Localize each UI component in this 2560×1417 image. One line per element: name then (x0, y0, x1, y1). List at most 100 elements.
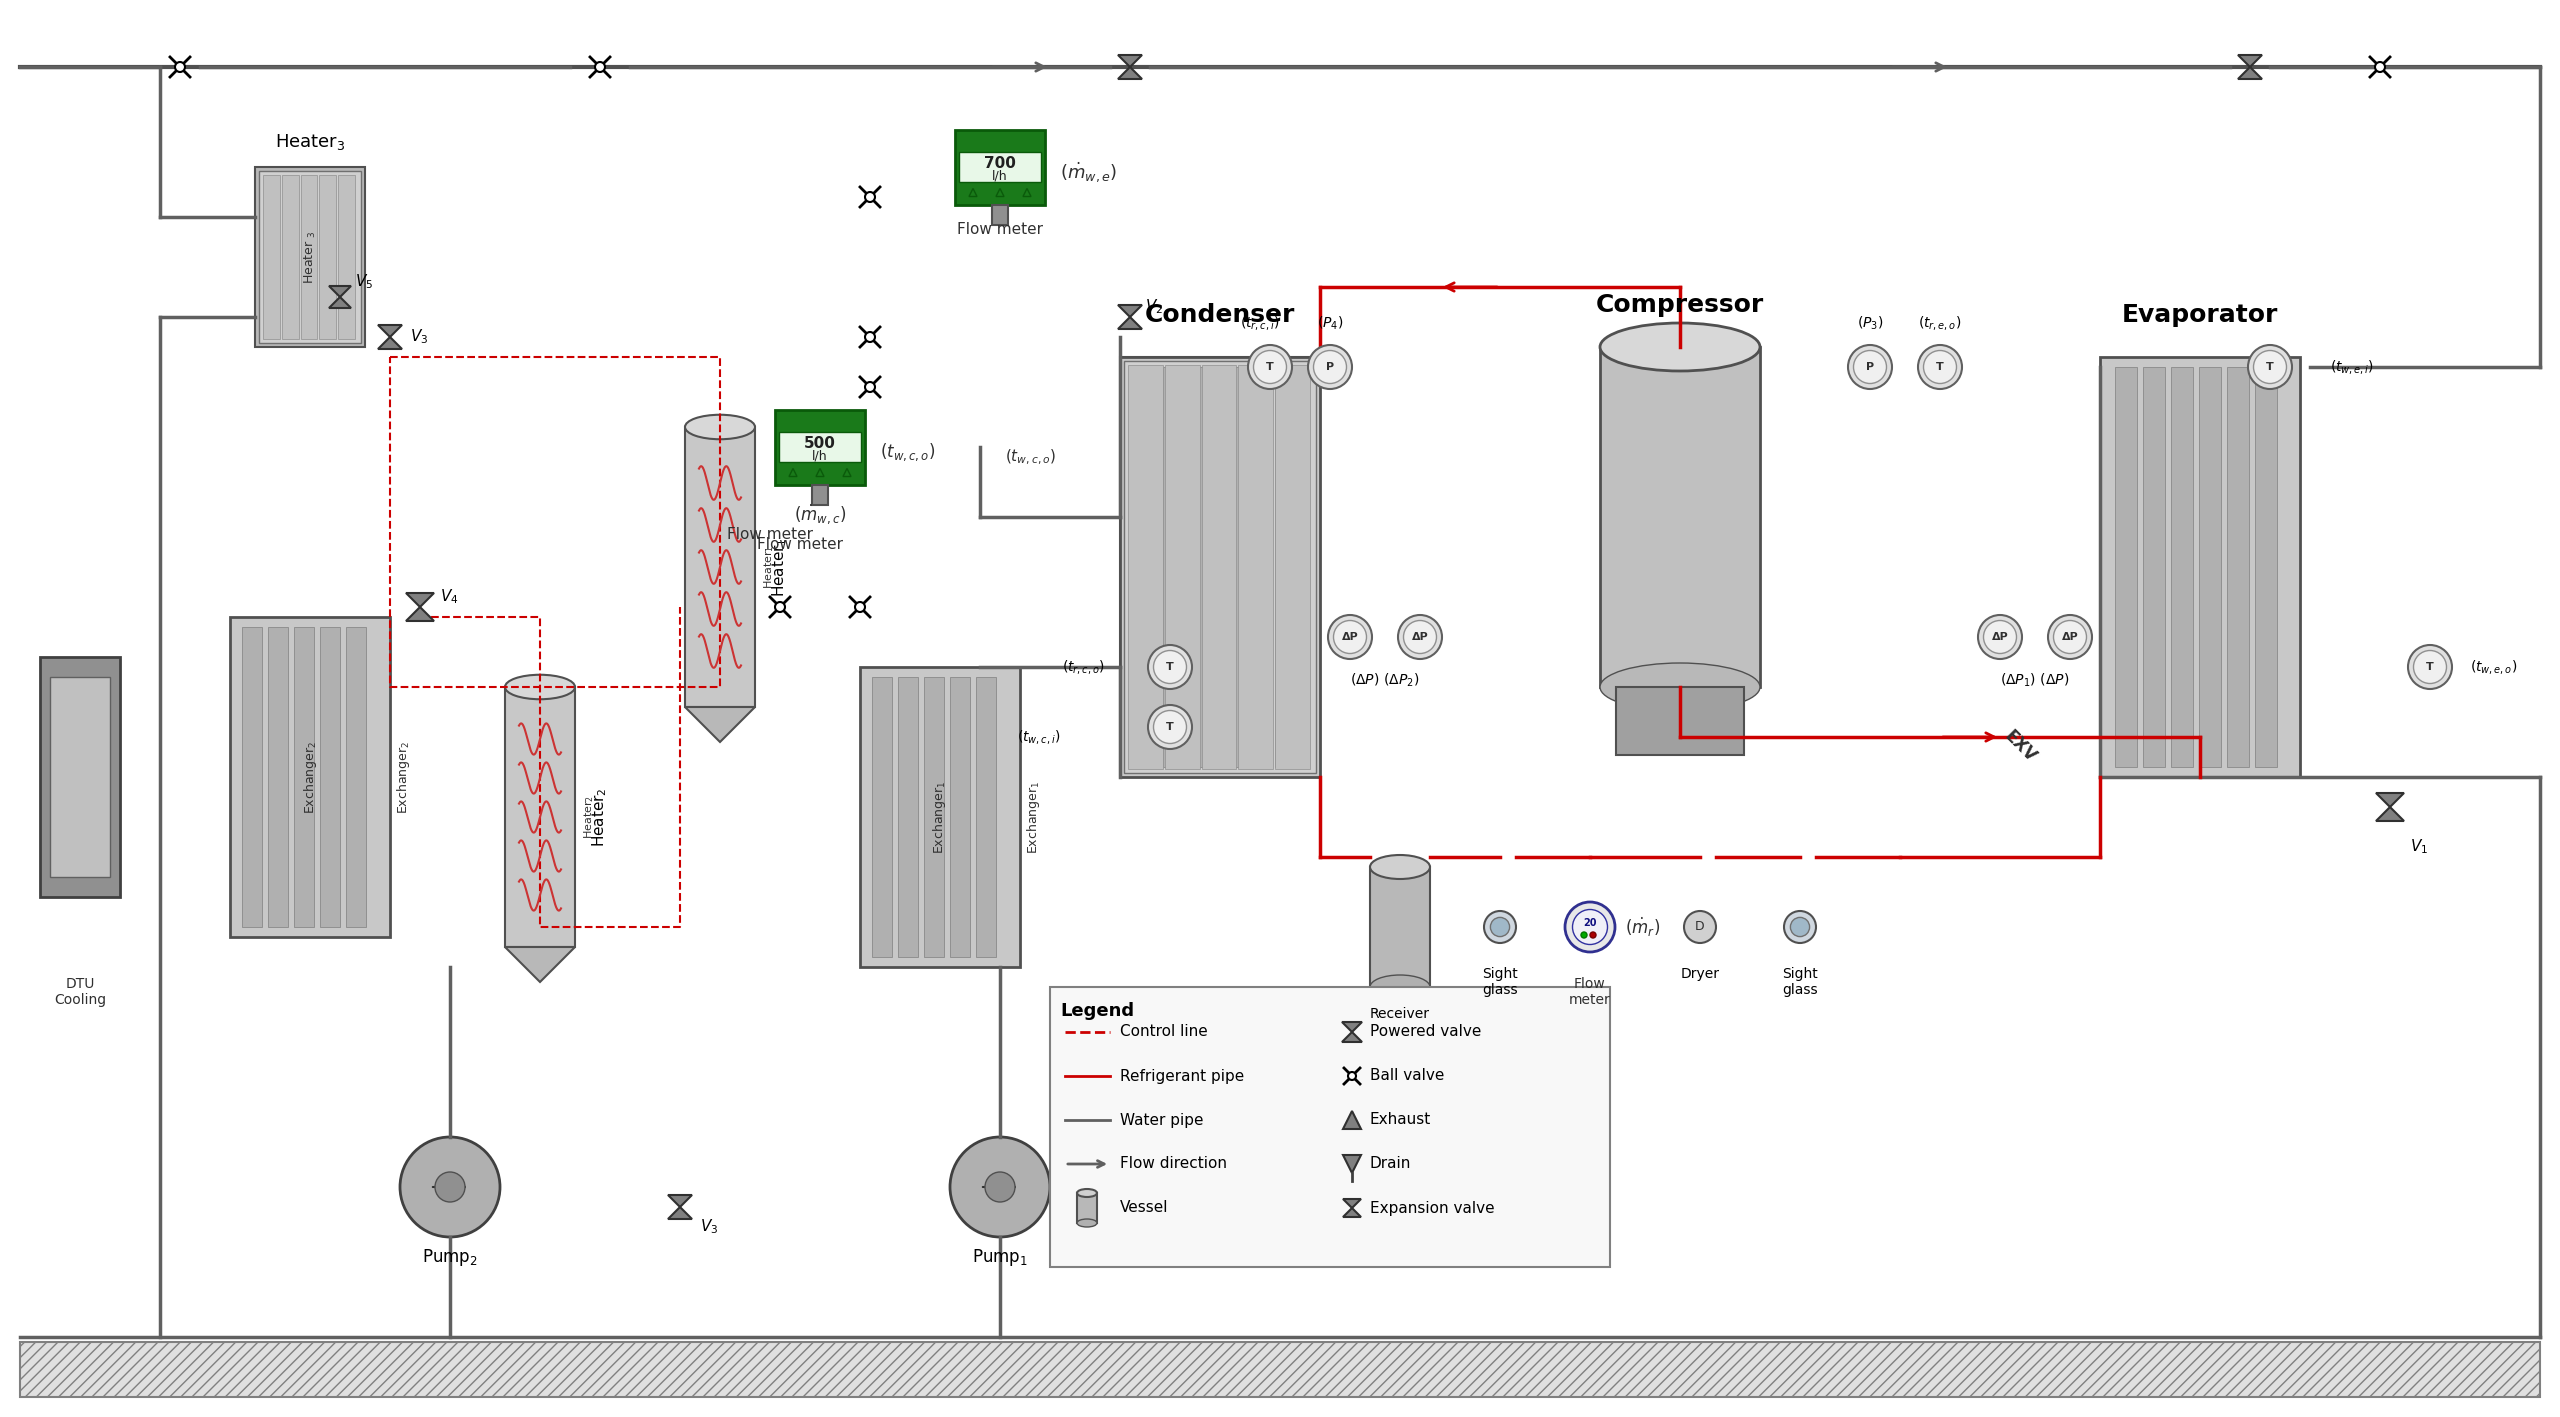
Circle shape (855, 602, 865, 612)
Circle shape (986, 1172, 1014, 1202)
Circle shape (435, 1172, 466, 1202)
Circle shape (1329, 615, 1372, 659)
Circle shape (1789, 917, 1810, 937)
Circle shape (1485, 911, 1516, 942)
Circle shape (2248, 344, 2291, 390)
Polygon shape (1119, 67, 1142, 79)
Text: $(\dot{m}_{w,e})$: $(\dot{m}_{w,e})$ (1060, 160, 1116, 184)
Circle shape (1155, 650, 1185, 683)
Polygon shape (1344, 1111, 1362, 1129)
Polygon shape (379, 337, 402, 349)
Polygon shape (1344, 1209, 1362, 1217)
Text: $(t_{r,c,i})$: $(t_{r,c,i})$ (1239, 315, 1280, 332)
Circle shape (1784, 911, 1815, 942)
Polygon shape (407, 606, 435, 621)
Polygon shape (1024, 188, 1032, 197)
Bar (2199, 367, 2222, 767)
Polygon shape (996, 188, 1004, 197)
Polygon shape (2376, 808, 2404, 820)
Text: $(t_{w,c,i})$: $(t_{w,c,i})$ (1016, 728, 1060, 745)
Ellipse shape (1600, 663, 1761, 711)
Bar (1615, 687, 1743, 755)
Circle shape (1247, 344, 1293, 390)
FancyArrowPatch shape (433, 1183, 466, 1192)
Bar (2143, 367, 2166, 767)
Bar (955, 129, 1044, 204)
Bar (1078, 1193, 1098, 1223)
Circle shape (1490, 917, 1510, 937)
Ellipse shape (504, 674, 576, 699)
Circle shape (174, 62, 184, 72)
Polygon shape (330, 286, 351, 298)
Text: Pump$_1$: Pump$_1$ (973, 1247, 1029, 1268)
Bar (338, 176, 356, 339)
Bar (1162, 367, 1185, 767)
Bar (950, 677, 970, 956)
Bar (1239, 366, 1272, 769)
Bar (2255, 367, 2276, 767)
Bar (1119, 357, 1321, 777)
Polygon shape (686, 707, 755, 743)
Bar (975, 677, 996, 956)
Text: Exhaust: Exhaust (1370, 1112, 1431, 1128)
Polygon shape (2237, 67, 2263, 79)
Text: Compressor: Compressor (1595, 293, 1764, 317)
Ellipse shape (1078, 1219, 1098, 1227)
Text: Sight
glass: Sight glass (1482, 966, 1518, 998)
Circle shape (1923, 350, 1956, 384)
Text: $(t_{r,c,o})$: $(t_{r,c,o})$ (1062, 657, 1106, 676)
Circle shape (865, 332, 876, 341)
Circle shape (1254, 350, 1288, 384)
Text: ΔP: ΔP (1411, 632, 1428, 642)
Bar (256, 167, 366, 347)
Text: $(P_3)$: $(P_3)$ (1856, 315, 1884, 332)
Bar (1190, 367, 1213, 767)
Circle shape (776, 602, 786, 612)
Bar (2171, 367, 2194, 767)
Circle shape (2414, 650, 2447, 683)
Bar (1165, 366, 1201, 769)
Bar (1370, 867, 1431, 988)
Bar (320, 176, 335, 339)
Bar (873, 677, 891, 956)
Bar (993, 204, 1009, 224)
Text: P: P (1326, 361, 1334, 373)
Text: 20: 20 (1582, 918, 1597, 928)
Circle shape (1403, 621, 1436, 653)
Polygon shape (1341, 1022, 1362, 1032)
Text: T: T (1267, 361, 1275, 373)
Ellipse shape (686, 415, 755, 439)
Polygon shape (504, 947, 576, 982)
Bar (269, 626, 289, 927)
Polygon shape (1119, 55, 1142, 67)
Polygon shape (2376, 794, 2404, 808)
Bar (1275, 367, 1298, 767)
Text: Flow direction: Flow direction (1119, 1156, 1226, 1172)
Polygon shape (1344, 1155, 1362, 1173)
Bar (230, 616, 389, 937)
Bar (20, 1342, 2540, 1397)
Text: T: T (1167, 662, 1175, 672)
Bar (300, 176, 317, 339)
Ellipse shape (1600, 323, 1761, 371)
Polygon shape (1119, 305, 1142, 317)
Text: $(\Delta P)\ (\Delta P_2)$: $(\Delta P)\ (\Delta P_2)$ (1349, 672, 1421, 690)
Text: Flow meter: Flow meter (758, 537, 842, 553)
Circle shape (1349, 1073, 1357, 1080)
Text: Ball valve: Ball valve (1370, 1068, 1444, 1084)
Polygon shape (2237, 55, 2263, 67)
Text: D: D (1695, 921, 1705, 934)
Text: Heater$_{1}$: Heater$_{1}$ (771, 537, 788, 597)
Circle shape (2376, 62, 2386, 72)
Text: Expansion valve: Expansion valve (1370, 1200, 1495, 1216)
Bar (294, 626, 315, 927)
Bar (778, 432, 860, 462)
Text: $(t_{r,e,o})$: $(t_{r,e,o})$ (1917, 315, 1961, 332)
Text: Drain: Drain (1370, 1156, 1411, 1172)
Circle shape (594, 62, 604, 72)
Bar (776, 410, 865, 485)
Circle shape (1979, 615, 2022, 659)
Circle shape (1564, 903, 1615, 952)
Circle shape (1155, 710, 1185, 744)
Text: EXV: EXV (1999, 727, 2040, 767)
